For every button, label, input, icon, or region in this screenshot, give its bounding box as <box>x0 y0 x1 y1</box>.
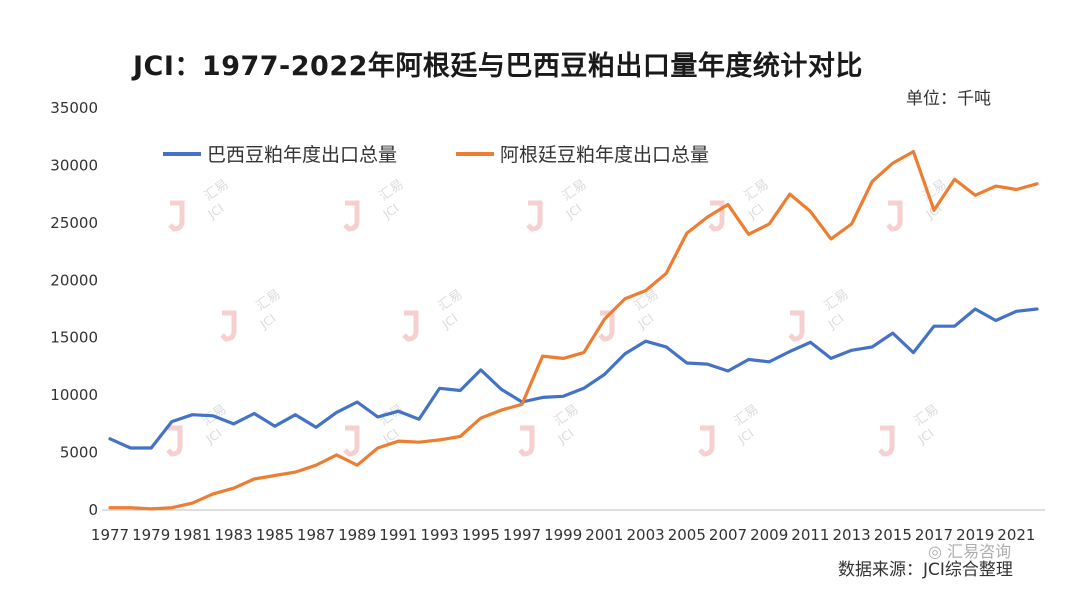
watermark-text-cn: 汇易 <box>560 177 590 204</box>
x-tick-label: 2013 <box>833 526 871 544</box>
watermark-text-en: JCI <box>203 426 225 447</box>
x-tick-label: 1977 <box>91 526 129 544</box>
x-tick-label: 1991 <box>379 526 417 544</box>
watermark-logo-mark <box>343 200 360 232</box>
series-line-brazil <box>108 307 1039 450</box>
x-tick-label: 1985 <box>256 526 294 544</box>
x-tick-label: 1993 <box>421 526 459 544</box>
watermark-logo-mark <box>343 425 360 457</box>
legend-label-argentina: 阿根廷豆粕年度出口总量 <box>500 144 710 166</box>
watermark-text-en: JCI <box>635 311 657 332</box>
chart-title: JCI：1977-2022年阿根廷与巴西豆粕出口量年度统计对比 <box>133 51 863 82</box>
watermark-text-en: JCI <box>735 426 757 447</box>
watermark-logo-mark <box>402 310 419 342</box>
watermark-text-en: JCI <box>439 311 461 332</box>
y-tick-label: 5000 <box>60 444 98 462</box>
x-tick-label: 2017 <box>915 526 953 544</box>
watermark-text-en: JCI <box>205 201 227 222</box>
y-tick-label: 0 <box>88 501 98 519</box>
watermark-text-cn: 汇易 <box>822 287 852 314</box>
watermark-text-cn: 汇易 <box>912 402 942 429</box>
y-tick-label: 20000 <box>50 271 98 289</box>
x-tick-label: 2019 <box>956 526 994 544</box>
watermark-logo-mark <box>708 200 725 232</box>
watermark-logo-mark <box>886 200 903 232</box>
watermark-text-cn: 汇易 <box>742 177 772 204</box>
x-tick-label: 1979 <box>132 526 170 544</box>
wechat-icon: ◎ <box>928 542 942 561</box>
x-tick-label: 2021 <box>997 526 1035 544</box>
watermark-text-en: JCI <box>380 201 402 222</box>
watermark-logo-mark <box>598 310 615 342</box>
legend-item-argentina: 阿根廷豆粕年度出口总量 <box>456 140 709 167</box>
x-tick-label: 1989 <box>338 526 376 544</box>
legend-swatch-brazil <box>163 151 201 156</box>
watermark-logo-mark <box>878 425 895 457</box>
watermark-text-cn: 汇易 <box>436 287 466 314</box>
watermark-text-en: JCI <box>745 201 767 222</box>
watermark-text-en: JCI <box>915 426 937 447</box>
watermark-text-cn: 汇易 <box>202 177 232 204</box>
watermark-logo-mark <box>788 310 805 342</box>
x-tick-label: 2011 <box>791 526 829 544</box>
y-tick-label: 35000 <box>50 99 98 117</box>
x-tick-label: 1987 <box>297 526 335 544</box>
legend-label-brazil: 巴西豆粕年度出口总量 <box>207 144 398 166</box>
y-tick-label: 30000 <box>50 156 98 174</box>
x-tick-label: 2001 <box>585 526 623 544</box>
x-tick-label: 1981 <box>173 526 211 544</box>
x-tick-label: 2007 <box>709 526 747 544</box>
x-tick-label: 2005 <box>668 526 706 544</box>
legend-item-brazil: 巴西豆粕年度出口总量 <box>163 140 397 167</box>
x-tick-label: 2015 <box>874 526 912 544</box>
watermark-logo-mark <box>166 425 183 457</box>
x-tick-label: 1999 <box>544 526 582 544</box>
watermark-text-en: JCI <box>563 201 585 222</box>
source-label: 数据来源：JCI综合整理 <box>838 560 1013 580</box>
watermark-text-cn: 汇易 <box>732 402 762 429</box>
watermark-text-cn: 汇易 <box>377 177 407 204</box>
watermark-text-cn: 汇易 <box>552 402 582 429</box>
x-tick-label: 1997 <box>503 526 541 544</box>
watermark-text-en: JCI <box>555 426 577 447</box>
y-tick-label: 10000 <box>50 386 98 404</box>
x-tick-label: 2003 <box>627 526 665 544</box>
legend: 巴西豆粕年度出口总量 阿根廷豆粕年度出口总量 <box>0 140 1089 170</box>
watermark-logo-mark <box>518 425 535 457</box>
watermark-text-cn: 汇易 <box>254 287 284 314</box>
watermark-text-en: JCI <box>257 311 279 332</box>
watermark-logo-mark <box>168 200 185 232</box>
series-line-argentina <box>108 150 1039 511</box>
unit-label: 单位：千吨 <box>906 89 991 109</box>
x-tick-label: 2009 <box>750 526 788 544</box>
x-tick-label: 1995 <box>462 526 500 544</box>
y-tick-label: 15000 <box>50 329 98 347</box>
watermark-logo-mark <box>698 425 715 457</box>
legend-swatch-argentina <box>456 151 494 156</box>
watermark-account: ◎ 汇易咨询 <box>928 538 1011 562</box>
watermark-logo-mark <box>526 200 543 232</box>
x-tick-label: 1983 <box>215 526 253 544</box>
y-tick-label: 25000 <box>50 214 98 232</box>
watermark-logo-mark <box>220 310 237 342</box>
watermark-account-text: 汇易咨询 <box>947 542 1012 561</box>
watermark-text-en: JCI <box>825 311 847 332</box>
